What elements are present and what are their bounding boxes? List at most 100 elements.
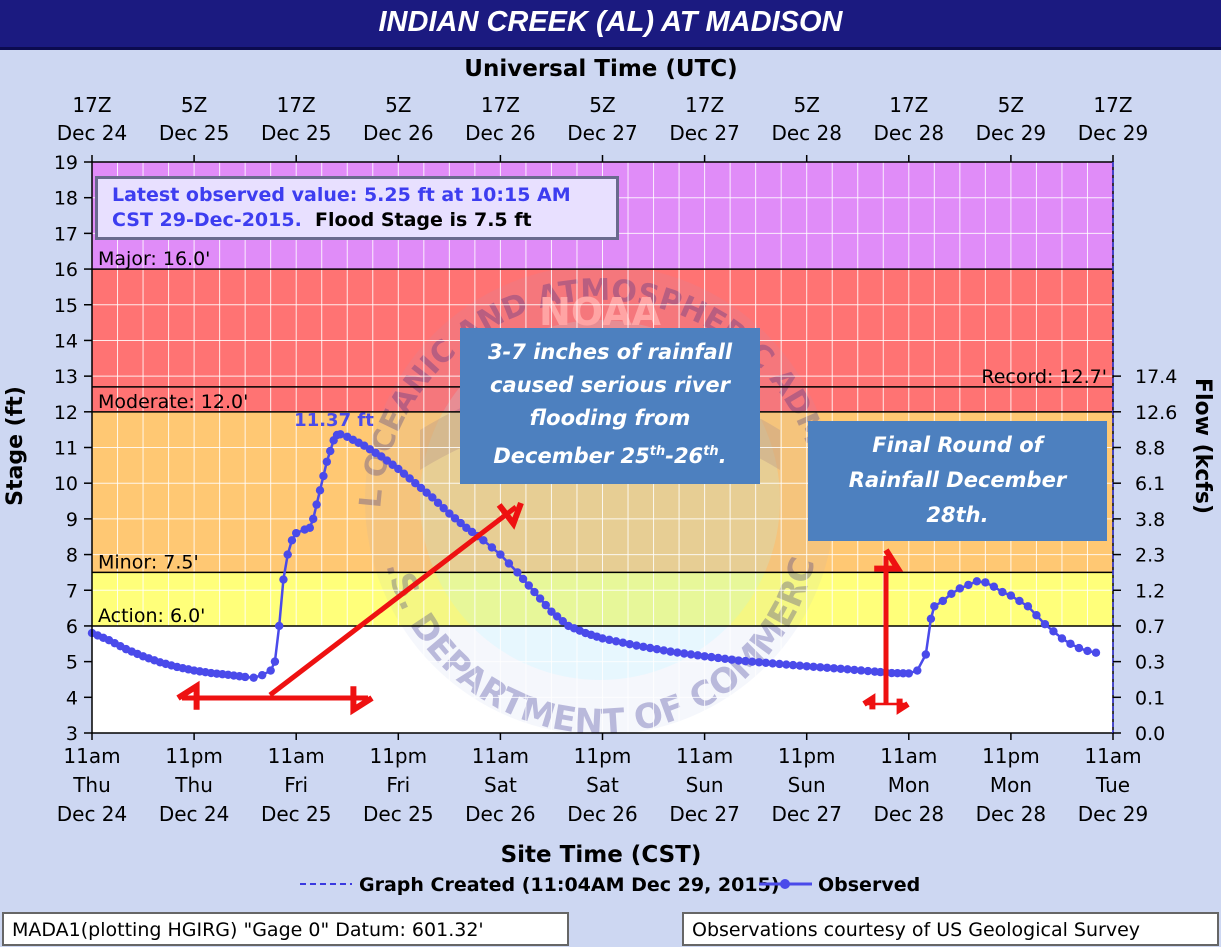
data-point [1006,591,1016,600]
bottom-axis-title: Site Time (CST) [501,842,702,868]
data-point [913,666,922,675]
data-point [836,664,845,673]
legend: Graph Created (11:04AM Dec 29, 2015) Obs… [300,874,920,896]
flow-tick-label: 0.1 [1135,687,1165,709]
x-tick-label: Sun [788,773,826,797]
top-axis-title: Universal Time (UTC) [464,56,737,82]
x-tick-label: 11am [1084,744,1141,768]
watermark-center-text: NOAA [539,290,661,334]
data-point [552,612,562,621]
y-tick-label: 4 [66,687,78,709]
flow-tick-label: 0.7 [1135,616,1165,638]
annotation-arrows [176,501,910,716]
x-tick-label: Dec 27 [771,802,842,826]
rainfall-callout-line-2: caused serious river [490,373,730,397]
data-point [822,663,832,672]
top-tick-label: Dec 25 [159,121,230,145]
data-point [679,649,689,658]
data-point [416,483,426,493]
data-point [257,670,267,680]
top-tick-label: 5Z [793,93,819,117]
data-point [1049,627,1058,636]
arrow-head-right [350,686,374,716]
top-tick-label: 17Z [481,93,520,117]
x-tick-label: 11am [472,744,529,768]
latest-line-2-date: CST 29-Dec-2015. [112,209,302,231]
data-point [558,616,567,626]
data-point [625,639,634,649]
threshold-label-action: Action: 6.0' [98,605,205,627]
data-point [686,650,696,659]
data-point [524,581,533,590]
data-point [270,657,280,666]
data-point [904,669,913,678]
x-tick-label: Sat [484,773,517,797]
data-point [795,661,805,670]
arrow-small-left [862,693,876,710]
x-tick-label: Fri [284,773,308,797]
data-point [802,662,811,671]
flow-tick-label: 6.1 [1135,473,1165,495]
data-point [964,580,973,590]
data-point [266,666,275,675]
data-point [422,488,431,497]
x-tick-label: Dec 29 [1078,802,1149,826]
data-point [989,582,999,591]
flow-tick-label: 8.8 [1135,438,1165,460]
top-tick-label: Dec 28 [771,121,842,145]
x-tick-label: 11am [880,744,937,768]
data-point [605,635,614,645]
data-point [972,577,982,586]
data-point [816,663,825,672]
data-point [518,574,528,584]
data-point [1023,602,1033,611]
legend-observed: Observed [818,874,920,896]
x-tick-label: Dec 24 [159,802,230,826]
top-tick-label: 17Z [889,93,928,117]
data-point [632,641,641,650]
data-point [618,638,628,647]
x-tick-label: Dec 26 [567,802,638,826]
data-point [487,543,497,552]
y-tick-label: 19 [54,152,78,174]
data-point [249,673,258,682]
data-point [411,478,420,488]
final-callout-line-3: 28th. [926,503,989,527]
top-tick-label: Dec 27 [669,121,740,145]
flow-tick-label: 12.6 [1135,402,1177,424]
latest-flood-stage: Flood Stage is 7.5 ft [315,209,532,231]
data-point [829,664,839,673]
rainfall-callout-line-1: 3-7 inches of rainfall [487,340,733,364]
arrow-diagonal-shaft [268,505,518,697]
data-point [1015,596,1024,606]
top-tick-label: Dec 26 [363,121,434,145]
data-point [315,486,325,495]
data-point [938,596,948,606]
peak-label: 11.37 ft [294,410,374,431]
data-point [322,457,332,466]
threshold-label-minor: Minor: 7.5' [98,551,199,573]
data-point [856,666,866,675]
x-tick-label: Dec 28 [874,802,945,826]
data-point [921,650,931,659]
arrow-head-diagonal [496,501,524,530]
flow-tick-label: 2.3 [1135,545,1165,567]
data-point [761,658,771,668]
data-point [850,665,859,675]
data-point [312,500,321,509]
data-point [734,656,743,665]
data-point [496,550,505,559]
data-point [1057,634,1067,643]
footer-credit-box: Observations courtesy of US Geological S… [682,912,1219,946]
data-point [274,621,284,631]
data-point [287,536,297,545]
data-point [639,642,648,651]
data-point [309,514,318,524]
data-point [279,575,288,584]
footer-datum-box: MADA1(plotting HGIRG) "Gage 0" Datum: 60… [2,912,569,946]
flow-tick-label: 0.3 [1135,652,1165,674]
data-point [439,503,448,513]
latest-observation-box: Latest observed value: 5.25 ft at 10:15 … [95,176,619,240]
data-point [748,657,757,666]
data-point [456,518,465,528]
